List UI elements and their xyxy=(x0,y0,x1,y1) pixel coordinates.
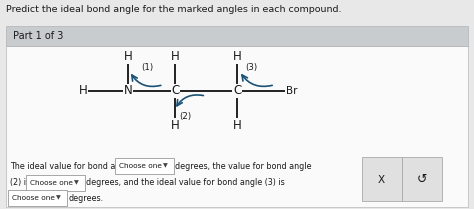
Text: H: H xyxy=(233,50,241,63)
Text: degrees, and the ideal value for bond angle (3) is: degrees, and the ideal value for bond an… xyxy=(86,178,285,187)
Text: C: C xyxy=(233,84,241,97)
Text: Br: Br xyxy=(286,86,297,96)
FancyBboxPatch shape xyxy=(8,190,67,206)
Text: (3): (3) xyxy=(246,63,258,73)
Text: Choose one: Choose one xyxy=(12,195,55,201)
Text: H: H xyxy=(233,119,241,132)
Text: ▼: ▼ xyxy=(56,196,61,201)
FancyBboxPatch shape xyxy=(0,0,474,25)
Text: ▼: ▼ xyxy=(163,164,167,169)
Text: H: H xyxy=(171,50,180,63)
Text: (2) is: (2) is xyxy=(10,178,30,187)
Text: Part 1 of 3: Part 1 of 3 xyxy=(13,31,64,41)
Text: ↺: ↺ xyxy=(417,173,427,186)
FancyBboxPatch shape xyxy=(6,26,468,46)
Text: ▼: ▼ xyxy=(74,180,79,185)
Text: Predict the ideal bond angle for the marked angles in each compound.: Predict the ideal bond angle for the mar… xyxy=(6,5,341,14)
FancyBboxPatch shape xyxy=(115,158,174,174)
FancyBboxPatch shape xyxy=(402,157,442,201)
Text: X: X xyxy=(378,175,385,185)
Text: Choose one: Choose one xyxy=(30,180,73,186)
FancyBboxPatch shape xyxy=(362,157,402,201)
FancyBboxPatch shape xyxy=(6,46,468,207)
Text: N: N xyxy=(124,84,132,97)
Text: degrees.: degrees. xyxy=(68,194,103,203)
Text: degrees, the value for bond angle: degrees, the value for bond angle xyxy=(175,162,311,171)
Text: H: H xyxy=(124,50,132,63)
Text: The ideal value for bond angle (1) is: The ideal value for bond angle (1) is xyxy=(10,162,155,171)
Text: C: C xyxy=(171,84,180,97)
Text: H: H xyxy=(171,119,180,132)
Text: Choose one: Choose one xyxy=(118,163,162,169)
Text: (2): (2) xyxy=(179,112,191,121)
FancyBboxPatch shape xyxy=(26,175,85,191)
Text: H: H xyxy=(79,84,87,97)
Text: (1): (1) xyxy=(141,63,154,73)
